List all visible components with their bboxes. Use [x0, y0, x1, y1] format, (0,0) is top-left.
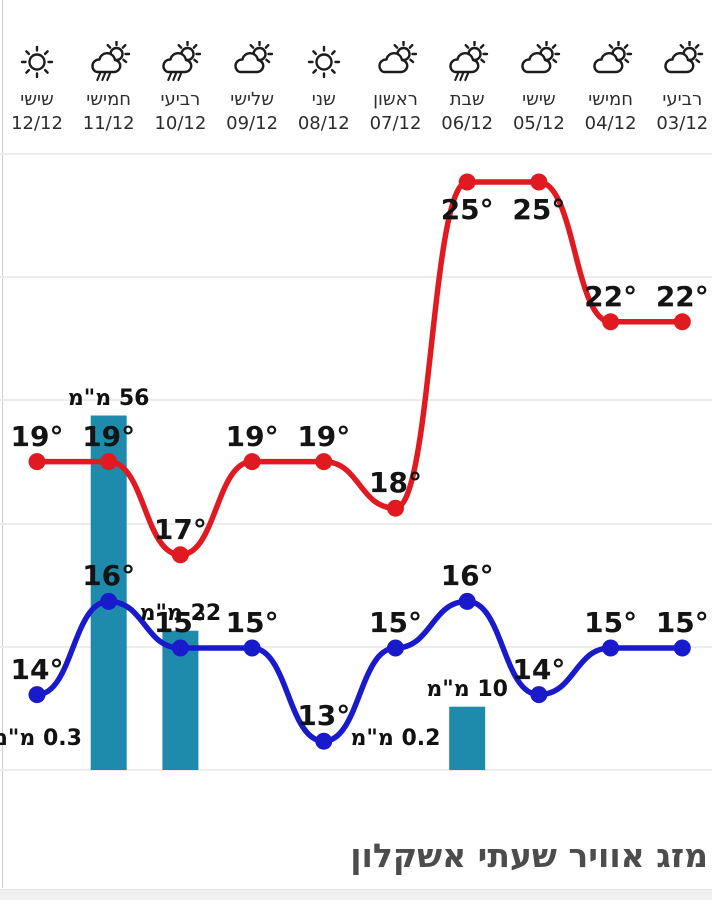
precip-bar	[449, 706, 486, 770]
day-label: שישי	[20, 89, 54, 110]
sun-cloud-icon	[575, 38, 647, 88]
day-label: רביעי	[662, 89, 703, 110]
high-temp-point	[315, 453, 333, 471]
date-label: 10/12	[154, 113, 207, 134]
day-label: רביעי	[160, 89, 201, 110]
high-temp-point	[100, 453, 118, 471]
day-label: שישי	[522, 89, 556, 110]
day-column-11/12[interactable]: חמישי 11/12	[73, 38, 145, 136]
day-column-06/12[interactable]: שבת 06/12	[431, 38, 503, 136]
low-temp-point	[673, 639, 691, 657]
precip-bar	[90, 415, 127, 770]
high-temp-point	[673, 313, 691, 331]
day-column-05/12[interactable]: שישי 05/12	[503, 38, 575, 136]
day-column-04/12[interactable]: חמישי 04/12	[575, 38, 647, 136]
day-column-07/12[interactable]: ראשון 07/12	[360, 38, 432, 136]
sun-rain-icon	[73, 38, 145, 88]
date-label: 08/12	[297, 113, 350, 134]
date-label: 11/12	[82, 113, 135, 134]
date-label: 07/12	[369, 113, 422, 134]
low-temp-point	[100, 592, 118, 610]
date-label: 06/12	[441, 113, 494, 134]
high-temp-point	[243, 453, 261, 471]
day-label: חמישי	[588, 89, 633, 110]
high-temp-point	[530, 173, 548, 191]
date-label: 12/12	[11, 113, 63, 134]
sun-icon	[288, 38, 360, 88]
left-edge-line	[2, 0, 3, 888]
low-temp-point	[458, 592, 476, 610]
sun-rain-icon	[144, 38, 216, 88]
low-temp-point	[530, 686, 548, 704]
sun-icon	[1, 38, 73, 88]
sun-cloud-icon	[216, 38, 288, 88]
sun-cloud-icon	[646, 38, 712, 88]
day-column-03/12[interactable]: רביעי 03/12	[646, 38, 712, 136]
low-temp-line	[36, 598, 683, 744]
low-temp-point	[315, 732, 333, 750]
high-temp-point	[387, 499, 404, 517]
date-label: 05/12	[512, 113, 565, 134]
date-label: 09/12	[226, 113, 279, 134]
high-temp-point	[602, 313, 620, 331]
high-temp-point	[458, 173, 476, 191]
day-column-10/12[interactable]: רביעי 10/12	[144, 38, 216, 136]
forecast-header: שישי 12/12 חמישי 11/12 רביעי 10/12 שלישי…	[0, 0, 712, 150]
high-temp-line	[37, 179, 683, 558]
low-temp-point	[28, 686, 46, 704]
day-column-12/12[interactable]: שישי 12/12	[1, 38, 73, 136]
day-label: שני	[311, 89, 336, 110]
date-label: 04/12	[584, 113, 637, 134]
page-title: מזג אוויר שעתי אשקלון	[350, 836, 708, 875]
day-column-08/12[interactable]: שני 08/12	[288, 38, 360, 136]
high-temp-point	[28, 453, 46, 471]
sun-cloud-icon	[360, 38, 432, 88]
day-label: ראשון	[373, 89, 418, 110]
date-label: 03/12	[656, 113, 709, 134]
low-temp-point	[602, 639, 620, 657]
sun-rain-icon	[431, 38, 503, 88]
bottom-strip	[0, 889, 712, 900]
day-column-09/12[interactable]: שלישי 09/12	[216, 38, 288, 136]
low-temp-point	[171, 639, 189, 657]
sun-cloud-icon	[503, 38, 575, 88]
low-temp-point	[387, 639, 404, 657]
day-label: שלישי	[230, 89, 274, 110]
high-temp-point	[171, 546, 189, 564]
low-temp-point	[243, 639, 261, 657]
day-label: שבת	[449, 89, 485, 110]
day-label: חמישי	[86, 89, 132, 110]
